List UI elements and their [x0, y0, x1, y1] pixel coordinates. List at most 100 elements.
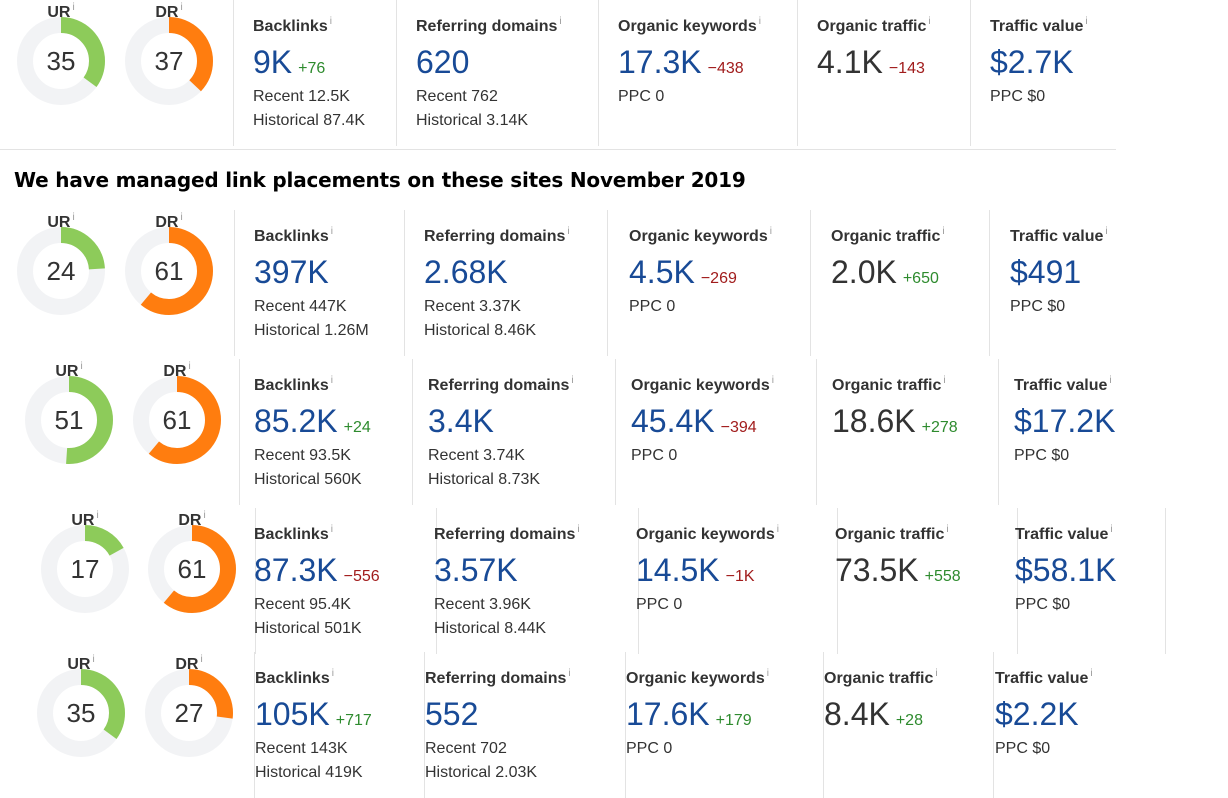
metric-value[interactable]: 620	[416, 44, 470, 80]
info-icon[interactable]: i	[577, 524, 580, 535]
ur-gauge[interactable]: UR i 35	[36, 655, 126, 758]
metric-value[interactable]: 2.0K	[831, 254, 897, 290]
recent-value: Recent 143K	[255, 740, 348, 757]
dr-value: 27	[174, 698, 204, 728]
info-icon[interactable]: i	[935, 668, 938, 679]
metric-value[interactable]: 552	[425, 696, 479, 732]
metric-value-line: 3.57K	[434, 552, 518, 589]
metric-title: Organic traffic i	[831, 226, 945, 246]
info-icon[interactable]: i	[330, 226, 333, 237]
metric-value[interactable]: 87.3K	[254, 552, 338, 588]
info-icon[interactable]: i	[80, 361, 83, 372]
info-icon[interactable]: i	[942, 226, 945, 237]
metric-title: Organic keywords i	[631, 375, 774, 395]
metric-value[interactable]: 14.5K	[636, 552, 720, 588]
metric-value[interactable]: 9K	[253, 44, 293, 80]
metric-value[interactable]: 3.57K	[434, 552, 518, 588]
metric-delta: +650	[902, 270, 939, 287]
info-icon[interactable]: i	[769, 226, 772, 237]
dr-ring-fill	[145, 669, 233, 757]
ur-value: 17	[70, 554, 100, 584]
info-icon[interactable]: i	[1085, 16, 1088, 27]
metric-value[interactable]: $17.2K	[1014, 403, 1116, 439]
metric-value[interactable]: $58.1K	[1015, 552, 1117, 588]
metric-value-line: $17.2K	[1014, 403, 1115, 440]
info-icon[interactable]: i	[92, 654, 95, 665]
metric-value[interactable]: $2.7K	[990, 44, 1074, 80]
ur-ring-fill	[25, 376, 113, 464]
metric-value[interactable]: 2.68K	[424, 254, 508, 290]
dr-label: DR i	[144, 654, 234, 674]
info-icon[interactable]: i	[571, 375, 574, 386]
metric-value-line: 14.5K −1K	[636, 552, 755, 589]
info-icon[interactable]: i	[180, 2, 183, 13]
dr-gauge[interactable]: DR i 61	[124, 213, 214, 316]
info-icon[interactable]: i	[331, 668, 334, 679]
metric-value[interactable]: 17.3K	[618, 44, 702, 80]
metric-value[interactable]: 3.4K	[428, 403, 494, 439]
ur-gauge[interactable]: UR i 17	[40, 511, 130, 614]
ur-gauge[interactable]: UR i 35	[16, 3, 106, 106]
info-icon[interactable]: i	[200, 654, 203, 665]
ppc-value: PPC 0	[618, 88, 665, 105]
info-icon[interactable]: i	[567, 226, 570, 237]
metric-title-text: Organic traffic	[835, 526, 945, 543]
ur-label-text: UR	[55, 363, 79, 380]
info-icon[interactable]: i	[72, 212, 75, 223]
info-icon[interactable]: i	[96, 510, 99, 521]
metric-value[interactable]: 105K	[255, 696, 330, 732]
dr-gauge[interactable]: DR i 61	[132, 362, 222, 465]
column-divider	[638, 508, 639, 654]
column-divider	[797, 0, 798, 146]
metric-title-text: Backlinks	[253, 18, 328, 35]
metric-title: Traffic value i	[990, 16, 1088, 36]
info-icon[interactable]: i	[568, 668, 571, 679]
info-icon[interactable]: i	[188, 361, 191, 372]
info-icon[interactable]: i	[72, 2, 75, 13]
info-icon[interactable]: i	[180, 212, 183, 223]
metric-title: Referring domains i	[424, 226, 570, 246]
metric-delta: −269	[700, 270, 737, 287]
info-icon[interactable]: i	[1090, 668, 1093, 679]
metric-value[interactable]: 4.5K	[629, 254, 695, 290]
info-icon[interactable]: i	[1109, 375, 1112, 386]
info-icon[interactable]: i	[203, 510, 206, 521]
metric-title: Traffic value i	[995, 668, 1093, 688]
historical-value: Historical 3.14K	[416, 112, 529, 129]
dr-gauge[interactable]: DR i 61	[147, 511, 237, 614]
metric-value[interactable]: $2.2K	[995, 696, 1079, 732]
metric-value[interactable]: $491	[1010, 254, 1082, 290]
column-divider	[998, 359, 999, 505]
dr-gauge[interactable]: DR i 27	[144, 655, 234, 758]
info-icon[interactable]: i	[928, 16, 931, 27]
metric-title-text: Referring domains	[425, 670, 567, 687]
info-icon[interactable]: i	[943, 375, 946, 386]
ur-gauge[interactable]: UR i 51	[24, 362, 114, 465]
info-icon[interactable]: i	[1110, 524, 1113, 535]
metric-value-line: $2.7K	[990, 44, 1074, 81]
metric-value[interactable]: 8.4K	[824, 696, 890, 732]
site-metrics-row: UR i 35 DR i 27 Backlinks i 105K +717 Recent 143K H…	[18, 652, 1118, 798]
ur-ring-fill	[17, 227, 105, 315]
ur-gauge[interactable]: UR i 24	[16, 213, 106, 316]
info-icon[interactable]: i	[776, 524, 779, 535]
metric-title-text: Traffic value	[990, 18, 1084, 35]
info-icon[interactable]: i	[766, 668, 769, 679]
metric-value[interactable]: 45.4K	[631, 403, 715, 439]
info-icon[interactable]: i	[330, 375, 333, 386]
info-icon[interactable]: i	[559, 16, 562, 27]
info-icon[interactable]: i	[329, 16, 332, 27]
dr-gauge[interactable]: DR i 37	[124, 3, 214, 106]
info-icon[interactable]: i	[330, 524, 333, 535]
metric-value[interactable]: 397K	[254, 254, 329, 290]
ur-ring-fill	[17, 17, 105, 105]
info-icon[interactable]: i	[946, 524, 949, 535]
metric-value[interactable]: 18.6K	[832, 403, 916, 439]
metric-value[interactable]: 85.2K	[254, 403, 338, 439]
metric-value[interactable]: 4.1K	[817, 44, 883, 80]
info-icon[interactable]: i	[758, 16, 761, 27]
metric-value[interactable]: 17.6K	[626, 696, 710, 732]
info-icon[interactable]: i	[1105, 226, 1108, 237]
metric-value[interactable]: 73.5K	[835, 552, 919, 588]
info-icon[interactable]: i	[771, 375, 774, 386]
